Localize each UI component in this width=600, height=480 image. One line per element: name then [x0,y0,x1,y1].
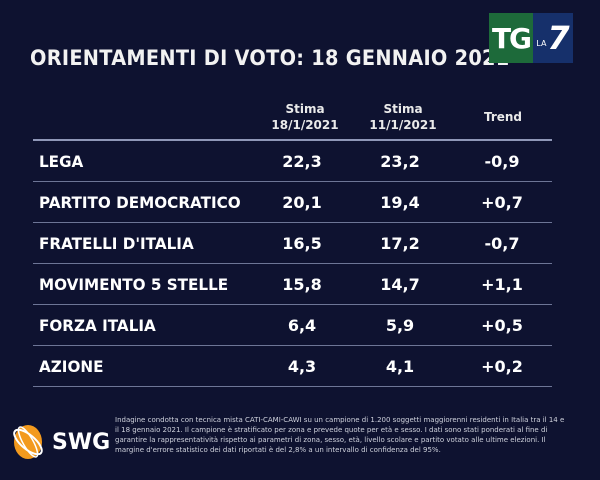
logo-tg-text: TG [489,13,533,63]
column-header-stima-11: Stima 11/1/2021 [369,102,437,132]
estimate-18-jan: 6,4 [287,316,317,335]
row-divider [33,222,552,223]
table-row: PARTITO DEMOCRATICO 20,1 19,4 +0,7 [33,182,552,223]
row-divider [33,386,552,387]
table-row: FRATELLI D'ITALIA 16,5 17,2 -0,7 [33,223,552,264]
estimate-11-jan: 5,9 [385,316,415,335]
table-row: FORZA ITALIA 6,4 5,9 +0,5 [33,305,552,346]
table-row: AZIONE 4,3 4,1 +0,2 [33,346,552,387]
trend-value: -0,7 [484,234,520,253]
logo-la-text: LA [536,38,547,48]
estimate-18-jan: 15,8 [282,275,322,294]
estimate-11-jan: 4,1 [385,357,415,376]
tg-la7-logo: TG LA 7 [489,13,573,63]
estimate-11-jan: 17,2 [380,234,420,253]
table-row: LEGA 22,3 23,2 -0,9 [33,141,552,182]
estimate-11-jan: 14,7 [380,275,420,294]
swg-brand-text: SWG [52,429,111,455]
party-name: LEGA [39,152,84,171]
row-divider [33,304,552,305]
party-name: PARTITO DEMOCRATICO [39,193,241,212]
globe-icon [13,425,43,459]
estimate-11-jan: 23,2 [380,152,420,171]
trend-value: +1,1 [481,275,523,294]
row-divider [33,345,552,346]
trend-value: +0,5 [481,316,523,335]
page-title: ORIENTAMENTI DI VOTO: 18 GENNAIO 2021 [30,46,510,70]
column-header-trend: Trend [483,110,523,124]
party-name: MOVIMENTO 5 STELLE [39,275,229,294]
estimate-18-jan: 4,3 [287,357,317,376]
estimate-18-jan: 16,5 [282,234,322,253]
estimate-11-jan: 19,4 [380,193,420,212]
table-row: MOVIMENTO 5 STELLE 15,8 14,7 +1,1 [33,264,552,305]
trend-value: -0,9 [484,152,520,171]
estimate-18-jan: 20,1 [282,193,322,212]
row-divider [33,263,552,264]
header-divider [33,139,552,141]
estimate-18-jan: 22,3 [282,152,322,171]
trend-value: +0,7 [481,193,523,212]
column-header-stima-18: Stima 18/1/2021 [271,102,339,132]
party-name: FORZA ITALIA [39,316,156,335]
party-name: AZIONE [39,357,104,376]
trend-value: +0,2 [481,357,523,376]
methodology-note: Indagine condotta con tecnica mista CATI… [115,416,565,454]
row-divider [33,181,552,182]
swg-logo: SWG [8,420,110,464]
logo-seven-text: 7 [547,19,570,57]
party-name: FRATELLI D'ITALIA [39,234,194,253]
